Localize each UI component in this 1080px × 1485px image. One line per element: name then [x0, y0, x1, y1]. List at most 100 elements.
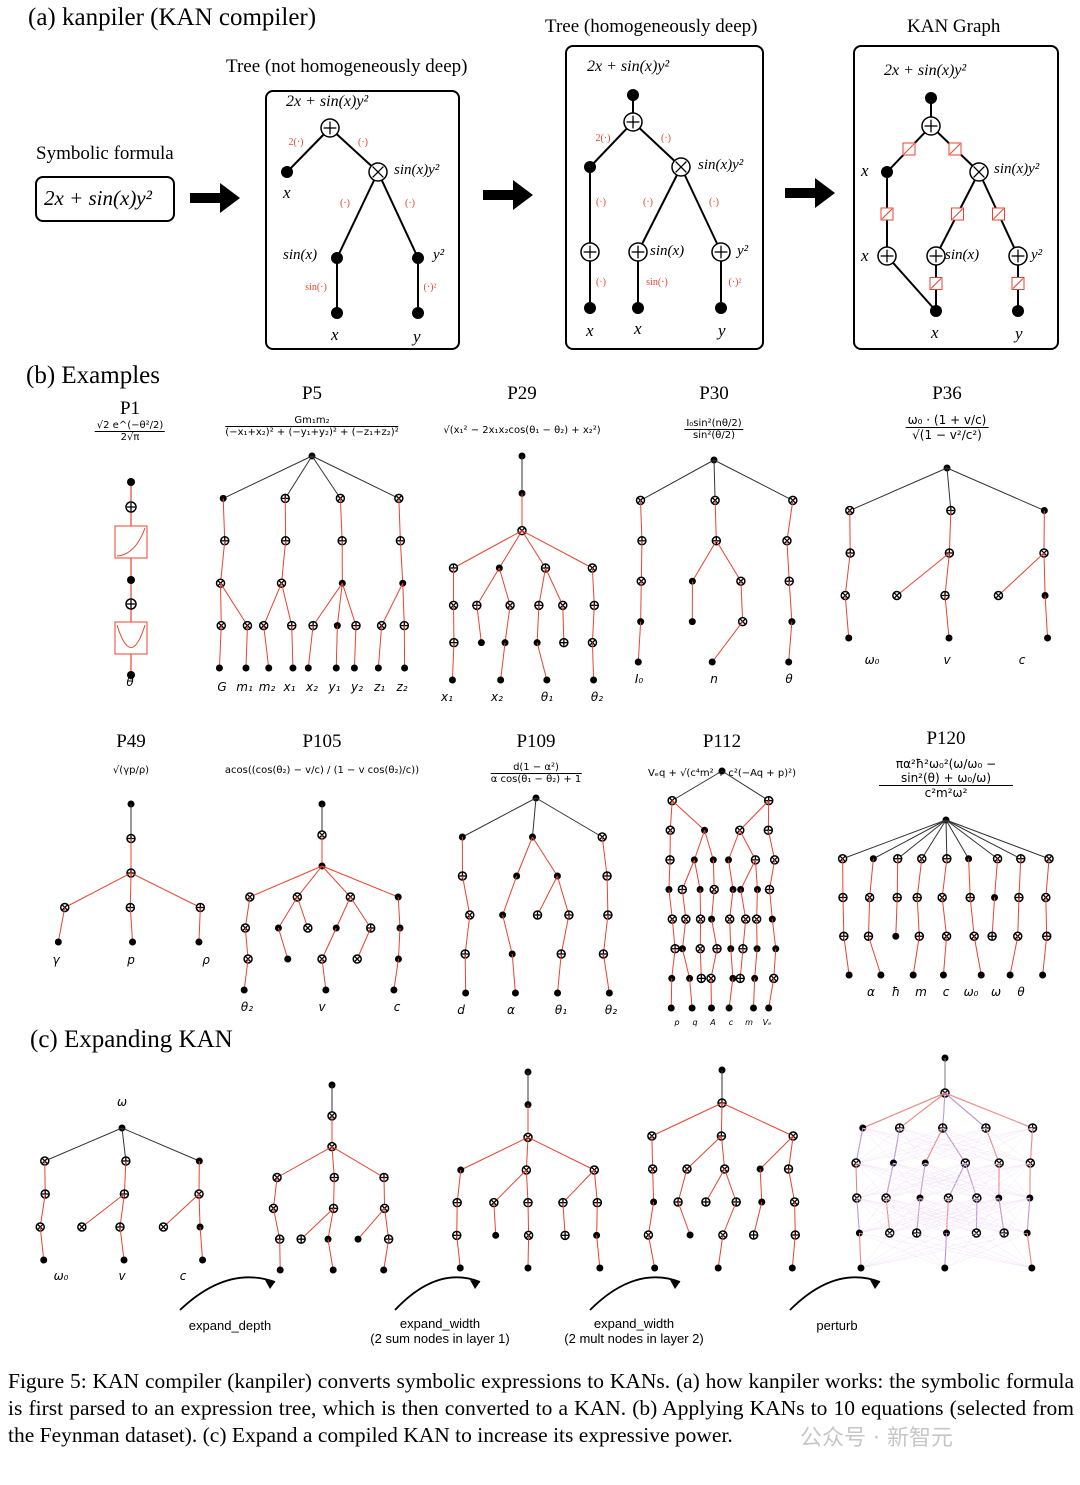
edge — [451, 642, 455, 681]
edge — [916, 1197, 921, 1234]
variable-label: d — [457, 1003, 465, 1017]
edge — [64, 872, 132, 908]
edge — [691, 540, 717, 582]
edge — [859, 1232, 862, 1269]
edge — [720, 1232, 726, 1238]
variable-label: I₀ — [634, 672, 644, 686]
panel-title: KAN Graph — [907, 16, 1001, 37]
formula-denominator: 2√π — [120, 432, 140, 443]
edge-label: (·) — [596, 197, 606, 208]
edge — [945, 819, 998, 860]
node — [845, 634, 853, 642]
edge — [788, 1135, 794, 1170]
edge — [855, 1127, 943, 1164]
node — [120, 1256, 128, 1264]
edge — [560, 914, 570, 955]
edge — [711, 621, 744, 663]
edge — [245, 625, 248, 669]
edge — [353, 625, 357, 669]
node-label: x — [634, 319, 642, 338]
step-arrow — [789, 1276, 881, 1311]
node — [332, 664, 340, 672]
node — [265, 664, 273, 672]
edge — [759, 1135, 794, 1170]
edge — [341, 583, 357, 626]
edge — [327, 1208, 335, 1240]
edge — [739, 948, 744, 979]
edge — [862, 1127, 1031, 1164]
edge — [593, 1169, 598, 1203]
edge — [704, 830, 714, 861]
edge — [855, 1127, 900, 1164]
node-label: sin(x) — [650, 243, 685, 259]
edge — [919, 1197, 977, 1234]
edge — [767, 830, 776, 860]
edge — [916, 1197, 977, 1234]
edge — [331, 1146, 385, 1178]
edge — [671, 770, 723, 802]
node — [240, 986, 248, 994]
variable-label: z₁ — [373, 680, 386, 694]
edge — [856, 1197, 947, 1234]
edge-label: sin(·) — [305, 282, 327, 293]
node — [667, 1004, 675, 1012]
edge — [791, 1234, 796, 1269]
edge — [973, 166, 985, 178]
node — [788, 1264, 796, 1272]
edge — [456, 1235, 461, 1269]
edge — [912, 936, 920, 976]
edge — [589, 121, 634, 168]
edge — [945, 819, 948, 859]
edge — [862, 1127, 966, 1164]
edge — [1014, 933, 1021, 940]
edge — [899, 1092, 946, 1129]
edge — [321, 865, 351, 898]
node-label: y — [413, 327, 421, 346]
example-title: P29 — [507, 383, 537, 404]
step-name: expand_width — [593, 1316, 675, 1331]
edge — [842, 819, 947, 860]
edge — [856, 1197, 977, 1234]
edge — [383, 1239, 390, 1271]
variable-label: θ — [785, 672, 793, 686]
edge — [321, 958, 327, 991]
edge — [893, 1162, 1030, 1199]
edge — [651, 1102, 723, 1137]
edge — [1026, 1197, 1031, 1234]
node — [596, 1264, 604, 1272]
variable-label: x₁ — [283, 680, 296, 694]
edge — [461, 875, 471, 916]
node — [412, 307, 424, 319]
node-label: sin(x)y² — [394, 162, 440, 178]
edge — [946, 1197, 999, 1234]
edge — [119, 1193, 125, 1228]
edge — [919, 1197, 1005, 1234]
edge — [717, 1234, 724, 1269]
edge-label: (·) — [405, 198, 415, 209]
edge — [217, 580, 224, 587]
variable-label: ω₀ — [53, 1269, 69, 1283]
edge — [57, 907, 66, 943]
edge-label: (·) — [643, 197, 653, 208]
formula-numerator: acos((cos(θ₂) − v/c) / (1 − v cos(θ₂)/c)… — [224, 765, 420, 776]
edge — [893, 1162, 921, 1199]
variable-label: θ₂ — [604, 1003, 618, 1017]
node — [477, 639, 485, 647]
edge — [705, 1168, 726, 1203]
node-label: x — [931, 323, 939, 342]
edge — [272, 1208, 281, 1240]
edge — [942, 1092, 946, 1129]
edge — [859, 1232, 945, 1269]
edge — [925, 1127, 1033, 1164]
edge — [121, 1127, 200, 1162]
edge — [640, 540, 643, 582]
edge — [222, 498, 226, 541]
formula-denominator: (−x₁+x₂)² + (−y₁+y₂)² + (−z₁+z₂)² — [225, 427, 399, 438]
edge — [946, 467, 952, 511]
edge — [218, 625, 222, 669]
example-title: P112 — [702, 731, 742, 752]
edge — [968, 858, 971, 898]
formula-numerator: d(1 − α²) — [490, 762, 582, 774]
